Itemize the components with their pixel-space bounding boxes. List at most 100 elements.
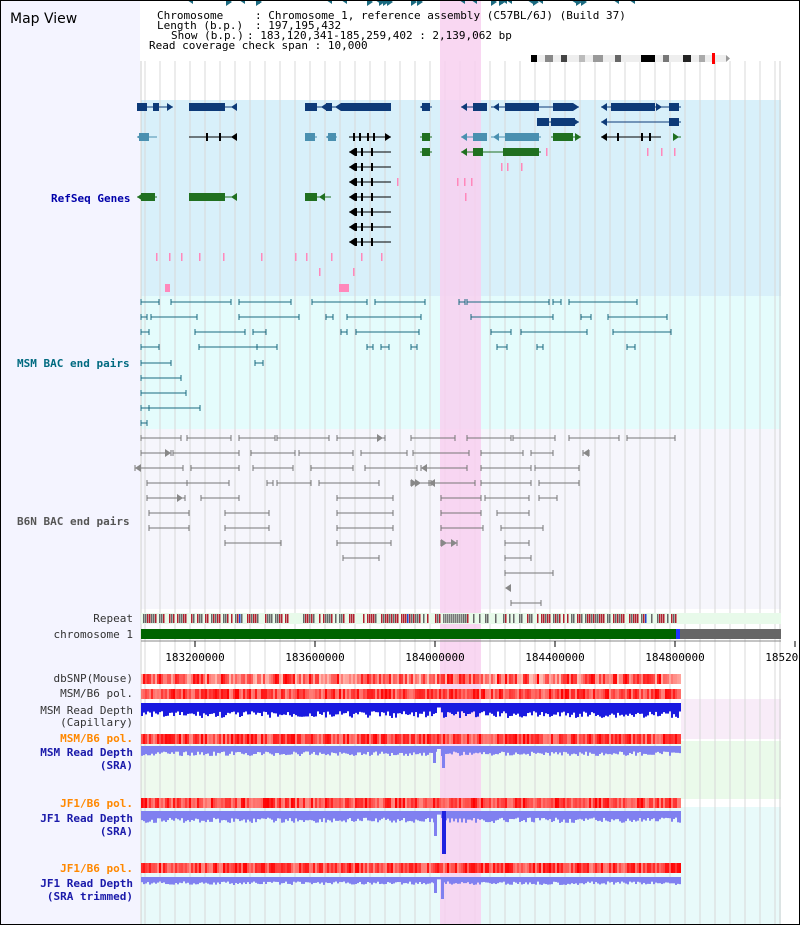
read-depth-bar <box>429 811 431 822</box>
polymorphism-mark <box>415 689 417 699</box>
polymorphism-mark <box>259 798 261 808</box>
polymorphism-mark <box>341 863 343 873</box>
polymorphism-mark <box>541 863 543 873</box>
track-bg <box>681 699 781 739</box>
read-depth-bar <box>449 703 451 713</box>
track-label-refseq[interactable]: RefSeq Genes <box>51 192 131 205</box>
gene-arrow <box>601 103 607 111</box>
polymorphism-mark <box>469 734 471 744</box>
msm-bac-arrow <box>411 1 417 6</box>
polymorphism-mark <box>259 863 261 873</box>
read-depth-bar <box>475 811 477 823</box>
polymorphism-mark <box>645 674 647 684</box>
repeat-mark <box>591 614 593 623</box>
repeat-mark <box>387 614 389 623</box>
read-depth-bar <box>355 877 357 885</box>
polymorphism-mark <box>291 734 293 744</box>
polymorphism-mark <box>613 863 615 873</box>
polymorphism-mark <box>175 798 177 808</box>
polymorphism-mark <box>619 734 621 744</box>
polymorphism-mark <box>579 674 581 684</box>
polymorphism-mark <box>675 734 677 744</box>
gene-arrow <box>656 103 662 111</box>
read-depth-bar <box>315 746 317 755</box>
read-depth-bar <box>261 703 263 717</box>
read-depth-bar <box>471 811 473 821</box>
polymorphism-mark <box>353 674 355 684</box>
read-depth-bar <box>605 746 607 754</box>
polymorphism-mark <box>163 863 165 873</box>
read-depth-bar <box>237 703 239 713</box>
polymorphism-mark <box>535 674 537 684</box>
polymorphism-mark <box>387 674 389 684</box>
track-label-b6n-bac[interactable]: B6N BAC end pairs <box>17 515 130 528</box>
read-depth-bar <box>387 811 389 819</box>
read-depth-bar <box>545 746 547 753</box>
repeat-mark <box>285 614 287 623</box>
polymorphism-mark <box>447 798 449 808</box>
read-depth-bar <box>177 811 179 820</box>
polymorphism-mark <box>553 798 555 808</box>
read-depth-bar <box>445 877 447 884</box>
polymorphism-mark <box>279 674 281 684</box>
polymorphism-mark <box>491 798 493 808</box>
polymorphism-mark <box>631 734 633 744</box>
polymorphism-mark <box>569 674 571 684</box>
polymorphism-mark <box>611 798 613 808</box>
polymorphism-mark <box>235 798 237 808</box>
polymorphism-mark <box>539 798 541 808</box>
read-depth-bar <box>301 746 303 754</box>
polymorphism-mark <box>325 689 327 699</box>
polymorphism-mark <box>545 689 547 699</box>
polymorphism-mark <box>185 689 187 699</box>
polymorphism-mark <box>487 798 489 808</box>
polymorphism-mark <box>527 674 529 684</box>
track-label-msm-bac[interactable]: MSM BAC end pairs <box>17 357 130 370</box>
read-depth-bar <box>553 877 555 882</box>
read-depth-bar <box>337 703 339 715</box>
gene-exon <box>355 163 357 171</box>
read-depth-bar <box>385 703 387 716</box>
read-depth-bar <box>397 746 399 755</box>
polymorphism-mark <box>293 674 295 684</box>
read-depth-bar <box>649 877 651 884</box>
polymorphism-mark <box>641 863 643 873</box>
gene-exon <box>305 133 315 141</box>
read-depth-bar <box>431 703 433 717</box>
read-depth-bar <box>183 703 185 716</box>
polymorphism-mark <box>537 798 539 808</box>
repeat-mark <box>557 614 559 623</box>
read-depth-bar <box>673 811 675 819</box>
read-depth-bar <box>245 703 247 712</box>
polymorphism-mark <box>509 689 511 699</box>
read-depth-bar <box>413 746 415 753</box>
repeat-mark <box>629 614 631 623</box>
read-depth-bar <box>233 877 235 885</box>
polymorphism-mark <box>437 674 439 684</box>
polymorphism-mark <box>385 689 387 699</box>
polymorphism-mark <box>543 863 545 873</box>
read-depth-bar <box>573 703 575 713</box>
read-depth-bar <box>241 746 243 754</box>
read-depth-bar <box>437 703 439 708</box>
polymorphism-mark <box>251 863 253 873</box>
polymorphism-mark <box>509 674 511 684</box>
read-depth-bar <box>613 811 615 821</box>
read-depth-bar <box>399 746 401 753</box>
polymorphism-mark <box>551 863 553 873</box>
polymorphism-mark <box>363 863 365 873</box>
gene-exon <box>473 103 487 111</box>
polymorphism-mark <box>177 674 179 684</box>
read-depth-bar <box>231 703 233 713</box>
polymorphism-mark <box>607 689 609 699</box>
read-depth-bar <box>221 877 223 882</box>
read-depth-bar <box>159 811 161 819</box>
read-depth-bar <box>235 703 237 715</box>
b6n-bac-arrow <box>441 539 447 547</box>
read-depth-bar <box>317 746 319 756</box>
read-depth-bar <box>643 877 645 883</box>
read-depth-bar <box>541 746 543 754</box>
gene-arrow <box>349 163 355 171</box>
refseq-mark <box>674 148 676 156</box>
